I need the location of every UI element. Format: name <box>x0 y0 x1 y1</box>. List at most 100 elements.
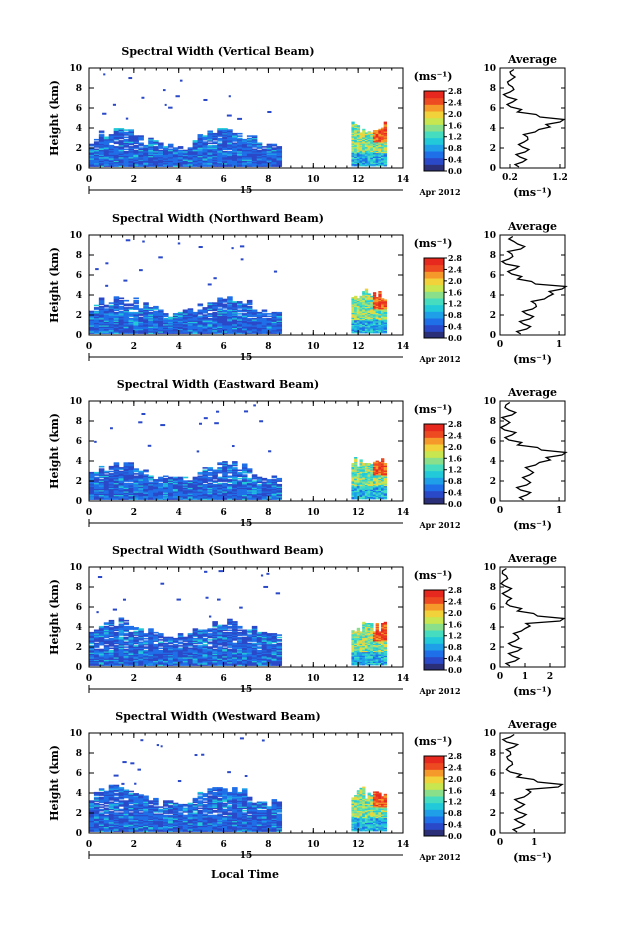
heatmap-cell <box>138 642 144 644</box>
heatmap-cell <box>153 306 159 308</box>
heatmap-cell <box>158 150 164 152</box>
average-title: Average <box>507 386 557 399</box>
heatmap-cell <box>126 239 131 241</box>
colorbar-tick-label: 2.8 <box>448 86 462 96</box>
heatmap-cell <box>133 145 139 147</box>
heatmap-cell <box>183 477 189 479</box>
heatmap-cell <box>180 80 183 82</box>
heatmap-cell <box>103 73 105 75</box>
colorbar-tick-label: 1.6 <box>448 453 462 463</box>
heatmap-cell <box>94 649 100 651</box>
heatmap-cell <box>138 135 144 137</box>
heatmap-cell <box>173 147 179 149</box>
heatmap-cell <box>262 310 268 312</box>
heatmap-cell <box>128 483 134 485</box>
heatmap-cells <box>89 570 387 666</box>
heatmap-cell <box>119 624 125 626</box>
heatmap-cell <box>138 147 144 149</box>
heatmap-cell <box>227 476 233 478</box>
y-tick-label: 10 <box>69 397 82 407</box>
heatmap-cell <box>109 650 115 652</box>
heatmap-cell <box>104 308 110 310</box>
heatmap-cell <box>212 312 218 314</box>
colorbar-tick-label: 2.0 <box>448 276 462 286</box>
heatmap-cell <box>227 296 233 298</box>
heatmap-cell <box>247 300 253 302</box>
heatmap-cell <box>262 149 268 151</box>
average-y-tick-label: 4 <box>490 457 496 467</box>
heatmap-cell <box>242 313 248 315</box>
x-tick-label: 6 <box>220 175 226 185</box>
heatmap-cell <box>128 632 134 634</box>
heatmap-cell <box>227 465 233 467</box>
heatmap-cell <box>124 637 130 639</box>
heatmap-cell <box>198 134 204 136</box>
heatmap-cell <box>168 317 174 319</box>
heatmap-cells <box>89 404 387 499</box>
x-tick-label: 6 <box>220 508 226 518</box>
heatmap-cell <box>222 128 228 130</box>
heatmap-cell <box>217 143 223 145</box>
heatmap-cell <box>133 631 139 633</box>
heatmap-cell <box>89 645 95 647</box>
heatmap-cell <box>368 293 371 295</box>
heatmap-cell <box>138 143 144 145</box>
heatmap-cell <box>95 268 99 270</box>
heatmap-cell <box>212 133 218 135</box>
colorbar-unit: (ms⁻¹) <box>414 237 453 250</box>
heatmap-cell <box>247 468 253 470</box>
x-tick-label: 4 <box>176 175 182 185</box>
y-tick-label: 6 <box>76 104 82 114</box>
heatmap-cell <box>114 296 120 298</box>
heatmap-cell <box>267 313 273 315</box>
colorbar-tick-label: 2.4 <box>448 97 462 107</box>
x-tick-label: 4 <box>176 508 182 518</box>
colorbar-segment <box>424 151 444 158</box>
average-x-tick-label: 0.2 <box>502 173 518 183</box>
heatmap-cell <box>178 146 184 148</box>
heatmap-cell <box>158 642 164 644</box>
heatmap-cell <box>373 292 376 294</box>
heatmap-cell <box>188 147 194 149</box>
heatmap-cell <box>274 271 277 273</box>
heatmap-cell <box>178 633 184 635</box>
heatmap-cell <box>227 129 233 131</box>
heatmap-cell <box>94 141 100 143</box>
heatmap-cell <box>94 441 97 443</box>
heatmap-cell <box>109 473 115 475</box>
heatmap-cell <box>202 141 208 143</box>
heatmap-cell <box>128 312 134 314</box>
heatmap-cell <box>204 417 208 419</box>
heatmap-cell <box>143 650 149 652</box>
heatmap-cell <box>110 427 113 429</box>
heatmap-cell <box>94 311 100 313</box>
heatmap-cell <box>178 645 184 647</box>
heatmap-cell <box>124 137 130 139</box>
date-month-label: Apr 2012 <box>418 354 460 364</box>
heatmap-cell <box>133 468 139 470</box>
average-y-tick-label: 10 <box>483 64 496 74</box>
heatmap-cell <box>365 289 368 291</box>
colorbar-tick-label: 1.2 <box>448 465 462 475</box>
heatmap-cell <box>109 627 115 629</box>
colorbar-segment <box>424 464 444 471</box>
colorbar-segment <box>424 118 444 125</box>
x-tick-label: 2 <box>131 175 137 185</box>
colorbar: (ms⁻¹)0.00.40.81.21.62.02.42.8 <box>414 403 463 509</box>
heatmap-cell <box>199 423 202 425</box>
y-tick-label: 10 <box>69 64 82 74</box>
heatmap-cell <box>227 484 233 486</box>
heatmap-cell <box>143 474 149 476</box>
heatmap-cell <box>109 638 115 640</box>
colorbar-segment <box>424 497 444 504</box>
heatmap-cell <box>188 648 194 650</box>
heatmap-cell <box>124 646 130 648</box>
heatmap-cell <box>114 128 120 130</box>
y-tick-label: 0 <box>76 331 82 341</box>
heatmap-cell <box>119 311 125 313</box>
heatmap-cell <box>212 302 218 304</box>
x-tick-label: 4 <box>176 342 182 352</box>
heatmap-cell <box>104 645 110 647</box>
heatmap-cell <box>197 450 200 452</box>
